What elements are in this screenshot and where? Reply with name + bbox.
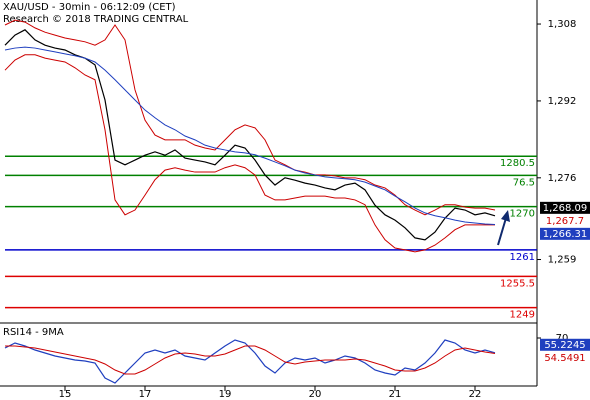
y-tick-label: 1,276 <box>548 173 577 184</box>
price-label: 1,266.31 <box>543 229 588 240</box>
price-label: 55.2245 <box>544 340 585 351</box>
x-tick-label: 15 <box>59 389 72 400</box>
price-label: 1,268.09 <box>543 203 588 214</box>
x-tick-label: 22 <box>469 389 482 400</box>
price-label-box <box>540 201 590 214</box>
x-tick-label: 19 <box>219 389 232 400</box>
y-tick-label: 70 <box>556 333 569 344</box>
series-line <box>5 345 496 375</box>
chart-title: XAU/USD - 30min - 06:12:09 (CET) <box>3 2 176 13</box>
x-tick-label: 21 <box>389 389 402 400</box>
chart-subtitle: Research © 2018 TRADING CENTRAL <box>3 14 189 25</box>
series-line <box>4 46 496 225</box>
x-tick-label: 17 <box>139 389 152 400</box>
level-label: 1280.5 <box>500 158 535 169</box>
y-tick-label: 1,308 <box>548 19 577 30</box>
rsi-title: RSI14 - 9MA <box>3 327 64 338</box>
level-label: 76.5 <box>513 177 535 188</box>
series-line <box>4 19 496 216</box>
forecast-arrow <box>497 217 507 246</box>
x-tick-label: 20 <box>309 389 322 400</box>
price-label: 54.5491 <box>544 353 585 364</box>
series-line <box>4 339 496 384</box>
level-label: 1249 <box>510 310 535 321</box>
price-label: 1,267.7 <box>546 216 584 227</box>
price-label-box <box>540 214 590 227</box>
price-label-box <box>540 227 590 240</box>
series-line <box>4 54 495 253</box>
level-label: 1255.5 <box>500 278 535 289</box>
level-label: 1261 <box>510 252 535 263</box>
level-label: 1270 <box>510 209 535 220</box>
price-label-box <box>540 338 590 351</box>
y-tick-label: 1,259 <box>548 255 577 266</box>
y-tick-label: 1,292 <box>548 96 577 107</box>
forecast-arrowhead <box>501 210 510 222</box>
price-label-box <box>540 351 590 364</box>
